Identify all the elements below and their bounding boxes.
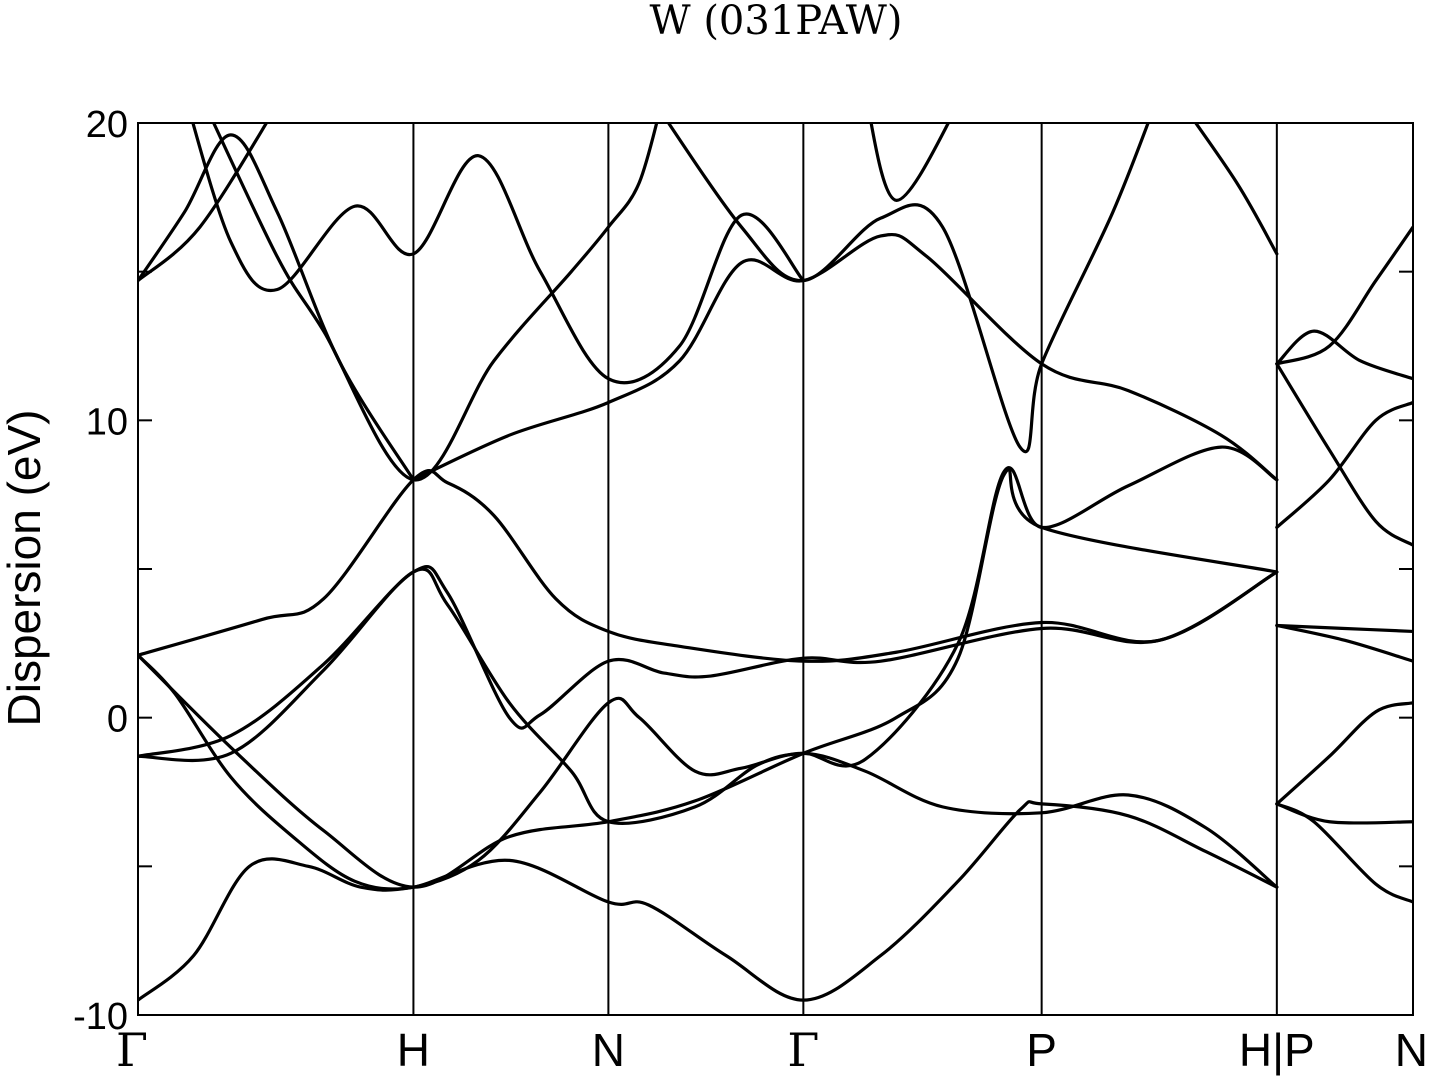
x-tick-label: Γ bbox=[787, 1023, 819, 1077]
band-line-6 bbox=[138, 467, 1279, 889]
band-line-11 bbox=[411, 232, 1279, 482]
y-tick-label: 0 bbox=[107, 699, 128, 741]
y-tick-label: 10 bbox=[86, 401, 128, 443]
x-tick-label: Γ bbox=[116, 1023, 148, 1077]
band-line-2 bbox=[138, 653, 1279, 891]
band-line-7 bbox=[138, 123, 269, 283]
y-tick-label: -10 bbox=[73, 996, 128, 1038]
band-line-1 bbox=[138, 800, 1279, 1002]
band-line-5 bbox=[138, 469, 1279, 663]
chart-title: W (031PAW) bbox=[649, 0, 902, 44]
band-line-3 bbox=[138, 565, 1279, 758]
y-axis-label: Dispersion (eV) bbox=[0, 410, 50, 727]
band-line-12 bbox=[666, 123, 1150, 454]
band-line-20 bbox=[1275, 623, 1413, 663]
band-line-16 bbox=[1275, 225, 1413, 366]
band-line-15 bbox=[1275, 329, 1413, 381]
band-line-21 bbox=[1275, 701, 1413, 806]
plot-frame bbox=[137, 122, 1414, 1016]
band-line-9 bbox=[191, 123, 805, 385]
band-line-17 bbox=[1275, 362, 1413, 547]
x-tick-label: N bbox=[592, 1024, 625, 1076]
band-line-23 bbox=[1275, 802, 1413, 904]
band-line-14 bbox=[1193, 123, 1279, 256]
x-tick-label: N bbox=[1395, 1024, 1428, 1076]
kpoint-lines bbox=[412, 123, 1278, 1015]
band-line-22 bbox=[1275, 802, 1413, 825]
x-tick-label: H bbox=[397, 1024, 430, 1076]
band-line-19 bbox=[1275, 623, 1413, 634]
band-line-13 bbox=[869, 123, 951, 202]
band-line-10 bbox=[211, 123, 659, 482]
x-tick-label: H|P bbox=[1239, 1024, 1315, 1076]
axis-ticks: Γ H N Γ P H|P N -10 0 10 20 bbox=[73, 104, 1428, 1077]
band-line-8 bbox=[138, 133, 416, 482]
band-lines bbox=[138, 123, 1413, 1002]
x-tick-label: P bbox=[1026, 1024, 1057, 1076]
y-tick-label: 20 bbox=[86, 104, 128, 146]
band-line-18 bbox=[1275, 400, 1413, 529]
